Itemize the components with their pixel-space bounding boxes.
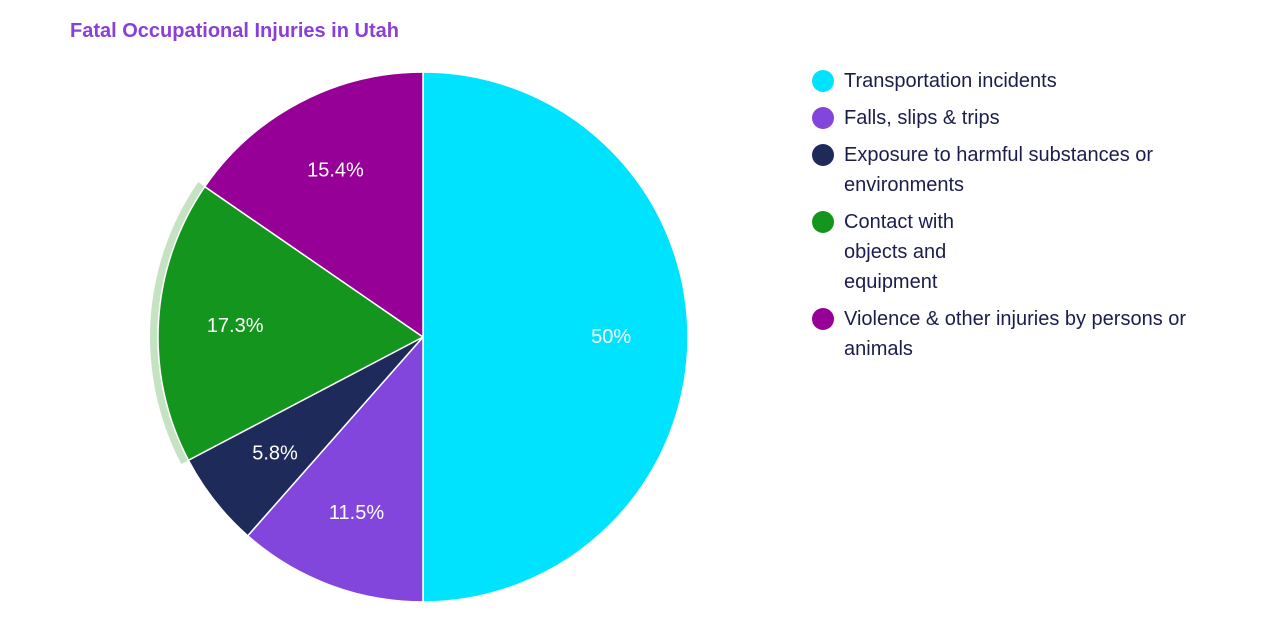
legend-label: Exposure to harmful substances or enviro…	[844, 144, 1154, 196]
slice-label-falls-slips-trips: 11.5%	[329, 502, 384, 524]
legend-label: Transportation incidents	[844, 70, 1057, 92]
legend-label: Falls, slips & trips	[844, 107, 1000, 129]
slice-label-violence-other-injuries-by-persons-or-animals: 15.4%	[307, 159, 364, 181]
legend-swatch-icon	[812, 308, 834, 330]
legend-item-exposure[interactable]: Exposure to harmful substances or enviro…	[812, 140, 1242, 200]
slice-label-transportation-incidents: 50%	[591, 326, 631, 348]
legend-label: Contact with objects and equipment	[844, 211, 955, 293]
legend-item-contact[interactable]: Contact with objects and equipment	[812, 207, 1242, 297]
legend: Transportation incidents Falls, slips & …	[812, 66, 1242, 371]
legend-item-falls[interactable]: Falls, slips & trips	[812, 103, 1242, 133]
slice-label-exposure-to-harmful-substances-or-environments: 5.8%	[252, 442, 298, 464]
pie-slice-falls-slips-trips[interactable]	[247, 336, 424, 603]
pie-slice-transportation-incidents[interactable]	[422, 71, 689, 603]
legend-swatch-icon	[812, 211, 834, 233]
legend-label: Violence & other injuries by persons or …	[844, 308, 1187, 360]
pie-slice-contact-with-objects-and-equipment[interactable]	[157, 185, 424, 462]
legend-swatch-icon	[812, 107, 834, 129]
chart-title: Fatal Occupational Injuries in Utah	[70, 20, 399, 42]
legend-swatch-icon	[812, 144, 834, 166]
pie-slice-violence-other-injuries-by-persons-or-animals[interactable]	[204, 71, 424, 338]
legend-swatch-icon	[812, 70, 834, 92]
slice-label-contact-with-objects-and-equipment: 17.3%	[207, 315, 264, 337]
legend-item-transportation[interactable]: Transportation incidents	[812, 66, 1242, 96]
legend-item-violence[interactable]: Violence & other injuries by persons or …	[812, 304, 1242, 364]
